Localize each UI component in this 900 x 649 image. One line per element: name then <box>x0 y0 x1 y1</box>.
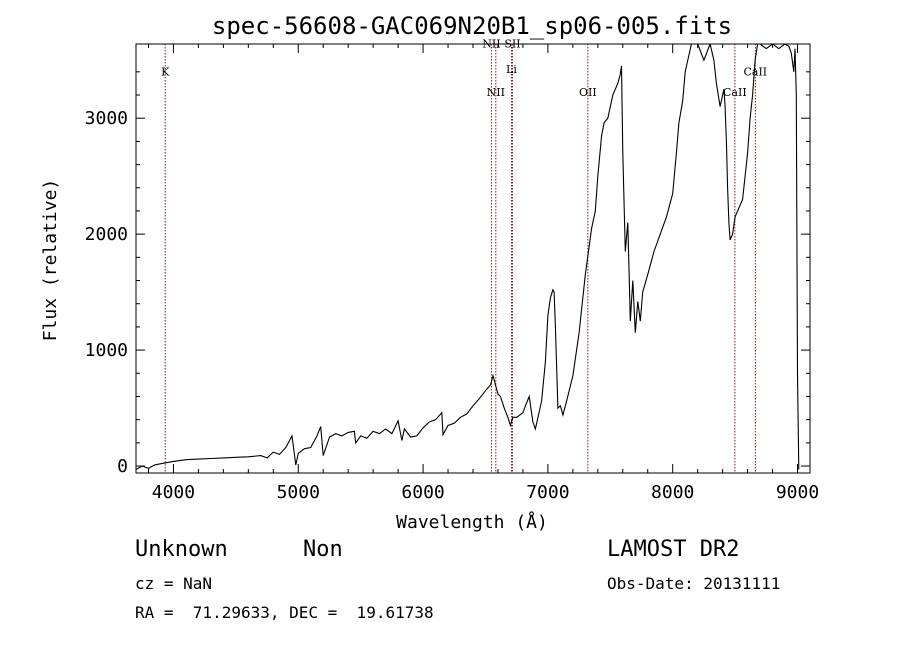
obs-date-text: Obs-Date: 20131111 <box>607 574 781 593</box>
spectral-line-label: OII <box>579 86 597 99</box>
spectral-line-label: SII <box>504 37 520 50</box>
plot-frame <box>135 43 811 474</box>
chart-title: spec-56608-GAC069N20B1_sp06-005.fits <box>212 12 732 40</box>
coordinates-text: RA = 71.29633, DEC = 19.61738 <box>135 603 434 622</box>
y-tick-label: 1000 <box>85 340 128 361</box>
x-tick-label: 9000 <box>776 482 819 503</box>
y-tick-label: 0 <box>117 456 128 477</box>
spectral-line-label: CaII <box>743 65 767 78</box>
y-axis-label: Flux (relative) <box>40 179 61 342</box>
x-tick-label: 8000 <box>651 482 694 503</box>
spectral-line-label: CaII <box>723 86 747 99</box>
x-tick-label: 4000 <box>152 482 195 503</box>
survey-label: LAMOST DR2 <box>607 537 740 562</box>
spectral-line-label: K <box>161 65 170 78</box>
x-tick-label: 6000 <box>401 482 444 503</box>
y-tick-label: 2000 <box>85 224 128 245</box>
object-subclass: Non <box>303 537 343 562</box>
x-tick-label: 5000 <box>277 482 320 503</box>
spectrum-line <box>136 44 800 470</box>
x-axis-label: Wavelength (Å) <box>396 511 548 533</box>
redshift-text: cz = NaN <box>135 574 213 593</box>
spectral-line-label: NII <box>487 86 505 99</box>
x-tick-label: 7000 <box>526 482 569 503</box>
spectral-line-label: NII <box>482 37 500 50</box>
spectral-line-label: Li <box>506 63 517 76</box>
y-tick-label: 3000 <box>85 108 128 129</box>
object-class: Unknown <box>135 537 228 562</box>
